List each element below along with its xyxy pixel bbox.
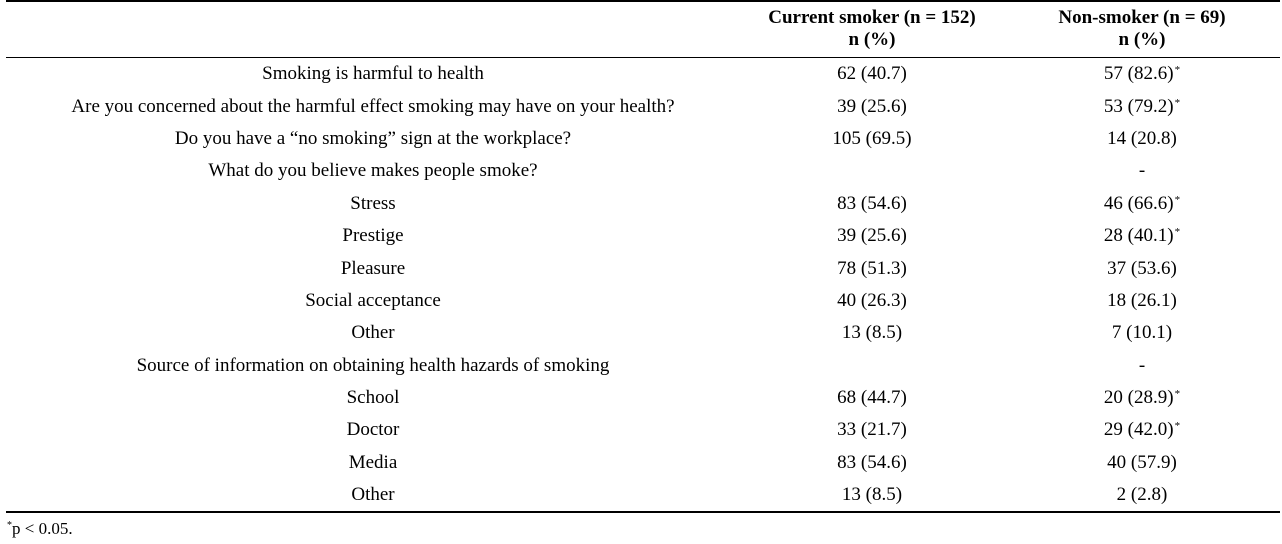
non-smoker-value: 18 (26.1) xyxy=(1107,289,1177,311)
row-label: School xyxy=(346,387,400,409)
table-row: Other 13 (8.5) 2 (2.8) xyxy=(6,479,1280,514)
footnote: *p < 0.05. xyxy=(6,519,73,539)
row-label: Social acceptance xyxy=(305,289,441,311)
non-smoker-cell: 53 (79.2)* xyxy=(1004,90,1280,122)
row-label: Do you have a “no smoking” sign at the w… xyxy=(174,127,572,149)
row-label: Doctor xyxy=(346,419,400,441)
table-row: Smoking is harmful to health 62 (40.7) 57 … xyxy=(6,58,1280,91)
non-smoker-cell: - xyxy=(1004,350,1280,382)
header-current-title: Current smoker (n = 152) xyxy=(768,7,976,28)
significance-mark: * xyxy=(1174,193,1181,206)
row-label: Media xyxy=(348,451,398,473)
significance-mark: * xyxy=(1174,96,1181,109)
non-smoker-cell: 37 (53.6) xyxy=(1004,252,1280,284)
table-row: Stress 83 (54.6) 46 (66.6)* xyxy=(6,188,1280,220)
non-smoker-value: 20 (28.9) xyxy=(1103,387,1174,409)
row-label: Are you concerned about the harmful effe… xyxy=(71,95,675,117)
non-smoker-value: 28 (40.1) xyxy=(1103,225,1174,247)
header-non-smoker: Non-smoker (n = 69) n (%) xyxy=(1004,2,1280,58)
non-smoker-value: 40 (57.9) xyxy=(1107,451,1177,473)
table-row: Prestige 39 (25.6) 28 (40.1)* xyxy=(6,220,1280,252)
current-smoker-value: 62 (40.7) xyxy=(837,63,907,85)
current-smoker-value: 39 (25.6) xyxy=(837,225,907,247)
table-row: Pleasure 78 (51.3) 37 (53.6) xyxy=(6,252,1280,284)
non-smoker-cell: 29 (42.0)* xyxy=(1004,414,1280,446)
table-header: Current smoker (n = 152) n (%) Non-smoke… xyxy=(6,0,1280,58)
non-smoker-cell: 40 (57.9) xyxy=(1004,447,1280,479)
table-row: What do you believe makes people smoke? - xyxy=(6,155,1280,187)
non-smoker-cell: 20 (28.9)* xyxy=(1004,382,1280,414)
row-label: Pleasure xyxy=(340,257,406,279)
non-smoker-cell: 46 (66.6)* xyxy=(1004,188,1280,220)
current-smoker-value: 83 (54.6) xyxy=(837,451,907,473)
current-smoker-value: 83 (54.6) xyxy=(837,192,907,214)
table-row: Other 13 (8.5) 7 (10.1) xyxy=(6,317,1280,349)
non-smoker-value: 29 (42.0) xyxy=(1103,419,1174,441)
non-smoker-cell: 57 (82.6)* xyxy=(1004,58,1280,91)
row-label: Smoking is harmful to health xyxy=(262,63,484,85)
significance-mark: * xyxy=(1174,420,1181,433)
non-smoker-value: 14 (20.8) xyxy=(1107,127,1177,149)
non-smoker-cell: - xyxy=(1004,155,1280,187)
non-smoker-value: 37 (53.6) xyxy=(1107,257,1177,279)
header-non-title: Non-smoker (n = 69) xyxy=(1058,7,1226,28)
non-smoker-value: - xyxy=(1138,160,1146,182)
header-label-column xyxy=(6,2,740,58)
significance-mark: * xyxy=(1174,226,1181,239)
header-non-unit: n (%) xyxy=(1118,29,1166,50)
table-row: Do you have a “no smoking” sign at the w… xyxy=(6,123,1280,155)
current-smoker-value: 78 (51.3) xyxy=(837,257,907,279)
significance-mark: * xyxy=(1174,64,1181,77)
current-smoker-value: 33 (21.7) xyxy=(837,419,907,441)
current-smoker-value xyxy=(740,350,1004,382)
non-smoker-value: 2 (2.8) xyxy=(1116,484,1168,506)
non-smoker-value: 46 (66.6) xyxy=(1103,192,1174,214)
current-smoker-value: 68 (44.7) xyxy=(837,387,907,409)
non-smoker-cell: 2 (2.8) xyxy=(1004,479,1280,514)
non-smoker-value: - xyxy=(1138,354,1146,376)
current-smoker-value xyxy=(740,155,1004,187)
footnote-mark: * xyxy=(7,520,12,531)
row-label: Prestige xyxy=(342,225,404,247)
table-row: Source of information on obtaining healt… xyxy=(6,350,1280,382)
table-row: School 68 (44.7) 20 (28.9)* xyxy=(6,382,1280,414)
significance-mark: * xyxy=(1174,388,1181,401)
table-row: Social acceptance 40 (26.3) 18 (26.1) xyxy=(6,285,1280,317)
row-label: Other xyxy=(6,479,740,514)
header-current-unit: n (%) xyxy=(848,29,896,50)
row-label: Stress xyxy=(350,192,396,214)
footnote-text: p < 0.05. xyxy=(12,519,73,538)
survey-table-container: Current smoker (n = 152) n (%) Non-smoke… xyxy=(6,0,1280,514)
current-smoker-value: 13 (8.5) xyxy=(740,479,1004,514)
row-label: Other xyxy=(351,322,395,344)
current-smoker-value: 13 (8.5) xyxy=(841,322,903,344)
current-smoker-value: 105 (69.5) xyxy=(832,127,912,149)
current-smoker-value: 39 (25.6) xyxy=(837,95,907,117)
row-label: Source of information on obtaining healt… xyxy=(136,354,610,376)
table-row: Are you concerned about the harmful effe… xyxy=(6,90,1280,122)
current-smoker-value: 40 (26.3) xyxy=(837,289,907,311)
table-row: Doctor 33 (21.7) 29 (42.0)* xyxy=(6,414,1280,446)
survey-table: Current smoker (n = 152) n (%) Non-smoke… xyxy=(6,0,1280,514)
table-row: Media 83 (54.6) 40 (57.9) xyxy=(6,447,1280,479)
table-body: Smoking is harmful to health 62 (40.7) 57 … xyxy=(6,58,1280,514)
non-smoker-value: 53 (79.2) xyxy=(1103,95,1174,117)
non-smoker-cell: 28 (40.1)* xyxy=(1004,220,1280,252)
header-row: Current smoker (n = 152) n (%) Non-smoke… xyxy=(6,2,1280,58)
non-smoker-value: 57 (82.6) xyxy=(1103,63,1174,85)
non-smoker-cell: 7 (10.1) xyxy=(1004,317,1280,349)
non-smoker-cell: 18 (26.1) xyxy=(1004,285,1280,317)
non-smoker-cell: 14 (20.8) xyxy=(1004,123,1280,155)
row-label: What do you believe makes people smoke? xyxy=(208,160,538,182)
header-current-smoker: Current smoker (n = 152) n (%) xyxy=(740,2,1004,58)
non-smoker-value: 7 (10.1) xyxy=(1111,322,1173,344)
